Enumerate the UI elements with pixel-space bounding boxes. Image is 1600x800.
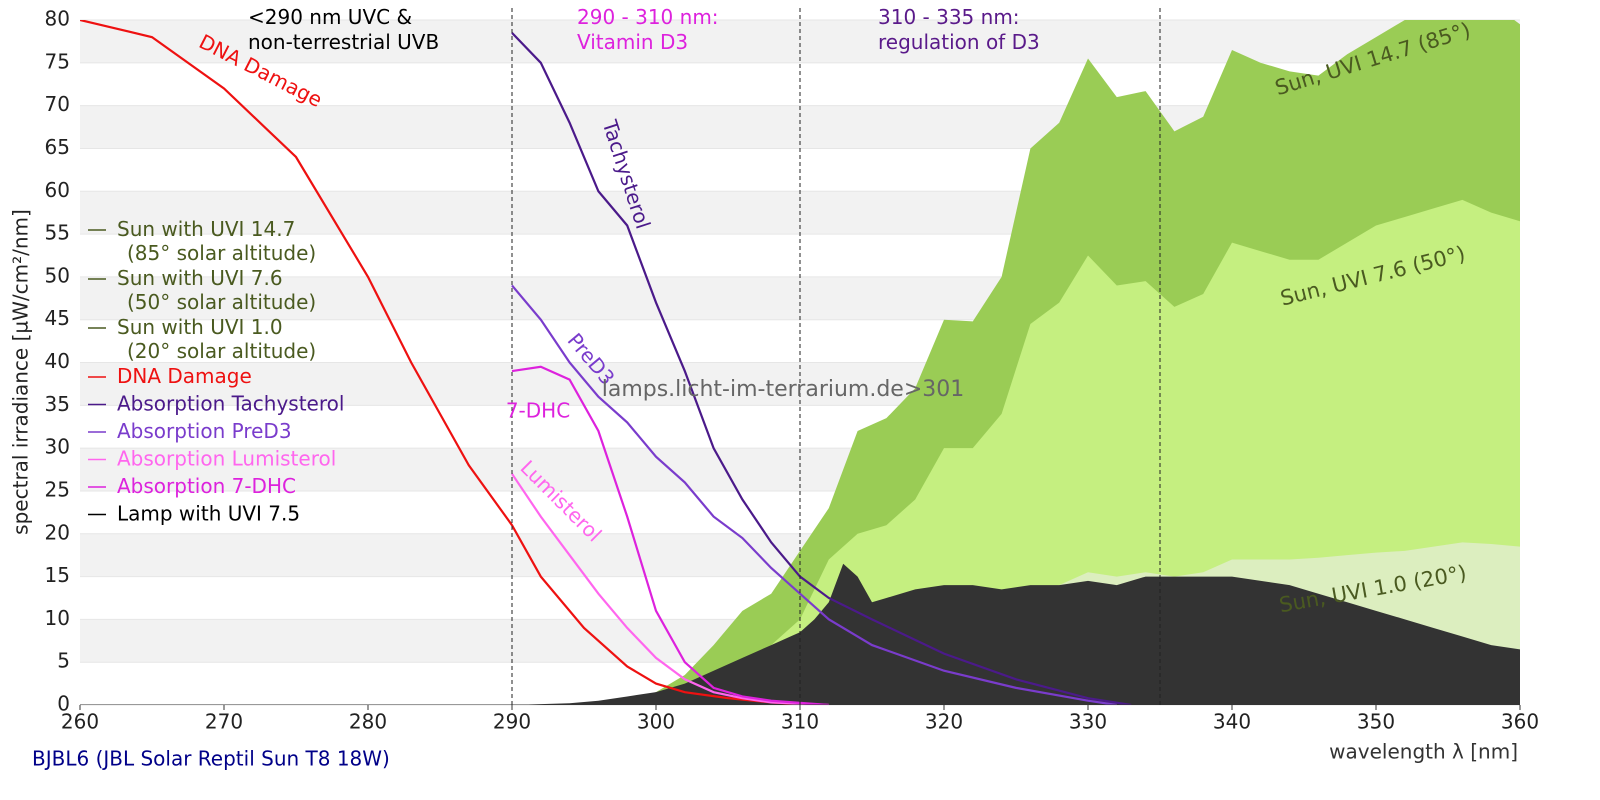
x-tick-label: 290 xyxy=(493,710,531,734)
y-tick-label: 80 xyxy=(45,7,70,31)
y-tick-label: 15 xyxy=(45,563,70,587)
line xyxy=(80,20,801,705)
x-tick-label: 320 xyxy=(925,710,963,734)
line xyxy=(511,365,829,705)
legend-label: Absorption Tachysterol xyxy=(117,391,344,415)
y-tick-label: 5 xyxy=(57,649,70,673)
legend-label: Lamp with UVI 7.5 xyxy=(117,501,300,525)
legend-label: Sun with UVI 7.6 (50° solar altitude) xyxy=(117,266,316,314)
y-tick-label: 30 xyxy=(45,435,70,459)
y-axis-label: spectral irradiance [µW/cm²/nm] xyxy=(9,209,33,535)
line xyxy=(511,473,829,705)
y-tick-label: 40 xyxy=(45,349,70,373)
watermark: lamps.licht-im-terrarium.de>301 xyxy=(602,377,965,402)
legend-label: Absorption Lumisterol xyxy=(117,446,336,470)
footer: BJBL6 (JBL Solar Reptil Sun T8 18W) xyxy=(32,747,390,771)
region-note: 310 - 335 nm: regulation of D3 xyxy=(878,5,1040,54)
x-tick-label: 280 xyxy=(349,710,387,734)
y-tick-label: 25 xyxy=(45,477,70,501)
x-tick-label: 310 xyxy=(781,710,819,734)
region-note: 290 - 310 nm: Vitamin D3 xyxy=(577,5,719,54)
x-tick-label: 260 xyxy=(61,710,99,734)
x-tick-label: 330 xyxy=(1069,710,1107,734)
y-tick-label: 20 xyxy=(45,520,70,544)
y-tick-label: 0 xyxy=(57,692,70,716)
legend-label: Sun with UVI 14.7 (85° solar altitude) xyxy=(117,217,316,265)
legend-label: DNA Damage xyxy=(117,364,252,388)
y-tick-label: 10 xyxy=(45,606,70,630)
curve-label: 7-DHC xyxy=(506,399,570,423)
line xyxy=(511,284,1117,705)
y-tick-label: 50 xyxy=(45,263,70,287)
legend-label: Absorption 7-DHC xyxy=(117,474,296,498)
y-tick-label: 75 xyxy=(45,49,70,73)
y-tick-label: 35 xyxy=(45,392,70,416)
x-tick-label: 360 xyxy=(1501,710,1539,734)
legend-label: Absorption PreD3 xyxy=(117,419,292,443)
y-tick-label: 65 xyxy=(45,135,70,159)
x-tick-label: 340 xyxy=(1213,710,1251,734)
x-tick-label: 300 xyxy=(637,710,675,734)
grid-band xyxy=(80,20,1520,63)
legend-label: Sun with UVI 1.0 (20° solar altitude) xyxy=(117,315,316,363)
y-tick-label: 45 xyxy=(45,306,70,330)
y-tick-label: 60 xyxy=(45,178,70,202)
y-tick-label: 55 xyxy=(45,221,70,245)
region-note: <290 nm UVC & non-terrestrial UVB xyxy=(248,5,439,54)
x-tick-label: 270 xyxy=(205,710,243,734)
x-axis-label: wavelength λ [nm] xyxy=(1329,740,1518,764)
line xyxy=(511,32,1132,705)
y-tick-label: 70 xyxy=(45,92,70,116)
x-tick-label: 350 xyxy=(1357,710,1395,734)
